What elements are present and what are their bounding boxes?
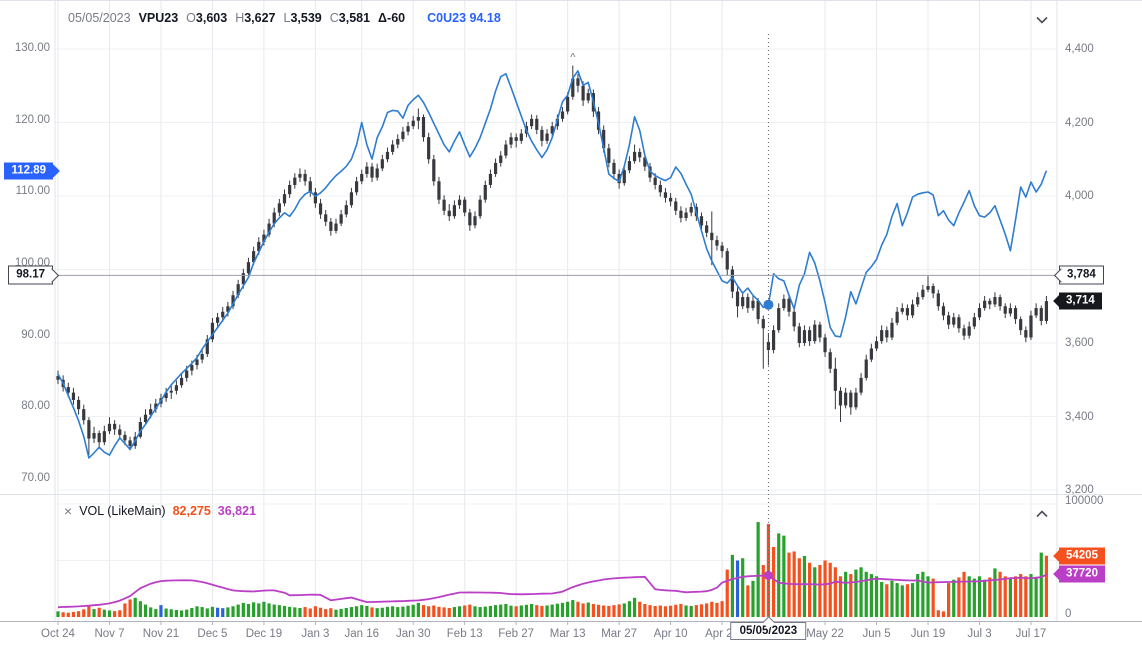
date-axis-label[interactable]: Jan 16: [344, 628, 379, 640]
legend-change: Δ-60: [378, 10, 406, 25]
date-axis-label[interactable]: Mar 13: [549, 628, 586, 640]
legend-low: L3,539: [283, 10, 322, 25]
legend-high: H3,627: [235, 10, 276, 25]
date-axis-label[interactable]: Mar 27: [601, 628, 638, 640]
right-axis-label[interactable]: 3,200: [1065, 484, 1094, 496]
pane-borders: [0, 1, 1142, 622]
annotations: ^: [570, 52, 576, 64]
overlay-line: [57, 70, 1048, 459]
selected-date-box: 05/05/2023: [730, 616, 807, 640]
candlestick-series: [56, 65, 1049, 456]
selected-point-marker: [763, 299, 774, 310]
volume-ma-line: [57, 573, 1047, 609]
date-axis-label[interactable]: Apr 24: [705, 628, 740, 640]
left-axis-badge: 112.89: [4, 162, 60, 180]
volume-ma: [57, 573, 1047, 609]
selected-ma-marker: [763, 570, 773, 580]
right-axis-badge: 37720: [1052, 565, 1105, 583]
left-axis-label[interactable]: 110.00: [15, 185, 50, 198]
high-marker-annotation: ^: [570, 52, 576, 64]
volume-indicator-title[interactable]: VOL (LikeMain): [79, 504, 166, 518]
date-axis-label[interactable]: Jan 3: [301, 628, 330, 640]
close-icon[interactable]: ×: [64, 503, 73, 519]
legend-symbol[interactable]: VPU23: [138, 10, 179, 25]
volume-axis-bottom-label[interactable]: 0: [1065, 608, 1072, 620]
right-axis-label[interactable]: 3,600: [1065, 337, 1094, 349]
right-axis-badge: 54205: [1052, 547, 1105, 565]
legend-open: O3,603: [186, 10, 228, 25]
right-axis-label[interactable]: 4,400: [1065, 43, 1094, 55]
left-axis-label[interactable]: 70.00: [21, 472, 50, 484]
date-axis-label[interactable]: Dec 5: [197, 628, 228, 640]
volume-bars: [56, 522, 1049, 617]
right-axis-badge: 3,714: [1052, 292, 1102, 310]
date-tick-marks: [57, 621, 1032, 625]
right-axis-label[interactable]: 4,000: [1065, 190, 1094, 202]
volume-axis-top-label[interactable]: 100000: [1065, 495, 1104, 507]
date-axis-label[interactable]: Dec 19: [245, 628, 283, 640]
date-axis-label[interactable]: Jan 30: [395, 628, 431, 640]
volume-indicator-legend: × VOL (LikeMain) 82,275 36,821: [64, 504, 256, 518]
date-axis-label[interactable]: May 22: [806, 628, 844, 640]
date-axis-label[interactable]: Nov 21: [142, 628, 180, 640]
right-axis-badge: 3,784: [1053, 265, 1104, 285]
legend-overlay-value: 94.18: [469, 10, 501, 25]
date-axis-label[interactable]: Jun 5: [862, 628, 891, 640]
left-axis-label[interactable]: 120.00: [14, 113, 50, 126]
legend-overlay-symbol[interactable]: C0U23 94.18: [427, 10, 501, 25]
chart-legend: 05/05/2023 VPU23 O3,603 H3,627 L3,539 C3…: [68, 1, 501, 34]
left-axis-label[interactable]: 130.00: [14, 42, 50, 54]
right-axis-label[interactable]: 3,400: [1065, 410, 1094, 423]
left-axis-label[interactable]: 90.00: [21, 328, 50, 341]
volume-ma-value: 36,821: [217, 504, 257, 518]
left-axis-label[interactable]: 80.00: [21, 400, 50, 413]
left-axis-badge: 98.17: [8, 265, 59, 285]
date-axis-label[interactable]: Feb 27: [498, 628, 535, 640]
chevron-up-icon[interactable]: [1031, 505, 1053, 523]
date-axis-label[interactable]: Nov 7: [94, 628, 125, 640]
legend-close: C3,581: [329, 10, 371, 25]
date-axis-label[interactable]: Apr 10: [653, 628, 688, 640]
volume-value: 82,275: [172, 504, 211, 518]
chevron-down-icon[interactable]: [1031, 11, 1053, 29]
right-axis-label[interactable]: 4,200: [1065, 116, 1094, 129]
date-axis-label[interactable]: Oct 24: [41, 628, 75, 640]
crosshair: [55, 34, 1057, 623]
date-axis-label[interactable]: Feb 13: [446, 628, 483, 640]
date-axis-label[interactable]: Jul 17: [1015, 628, 1047, 640]
overlay-line-series: [57, 70, 1048, 459]
legend-date: 05/05/2023: [68, 10, 131, 25]
date-axis-label[interactable]: Jul 3: [967, 628, 992, 640]
date-axis-label[interactable]: Jun 19: [910, 628, 946, 640]
